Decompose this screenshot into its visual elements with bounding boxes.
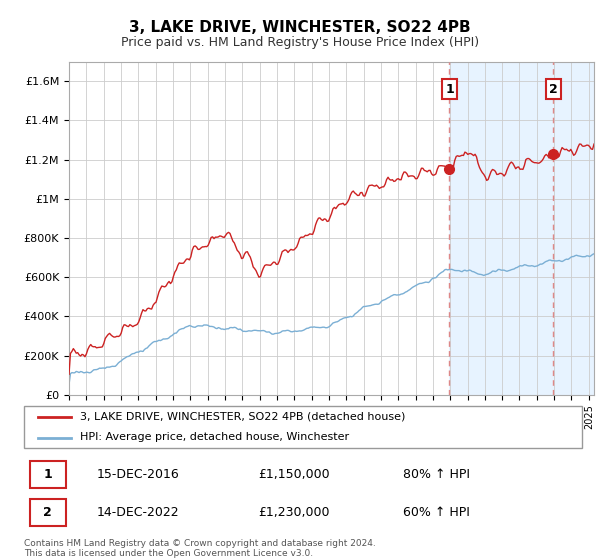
Text: 3, LAKE DRIVE, WINCHESTER, SO22 4PB (detached house): 3, LAKE DRIVE, WINCHESTER, SO22 4PB (det… [80,412,405,422]
Text: 80% ↑ HPI: 80% ↑ HPI [403,468,470,481]
Bar [449,62,594,395]
Text: 14-DEC-2022: 14-DEC-2022 [97,506,179,519]
FancyBboxPatch shape [24,406,582,448]
FancyBboxPatch shape [29,461,66,488]
Text: 2: 2 [549,82,558,96]
Text: Price paid vs. HM Land Registry's House Price Index (HPI): Price paid vs. HM Land Registry's House … [121,36,479,49]
Text: £1,150,000: £1,150,000 [259,468,330,481]
Text: £1,230,000: £1,230,000 [259,506,330,519]
Text: HPI: Average price, detached house, Winchester: HPI: Average price, detached house, Winc… [80,432,349,442]
Text: Contains HM Land Registry data © Crown copyright and database right 2024.
This d: Contains HM Land Registry data © Crown c… [24,539,376,558]
FancyBboxPatch shape [29,499,66,526]
Text: 3, LAKE DRIVE, WINCHESTER, SO22 4PB: 3, LAKE DRIVE, WINCHESTER, SO22 4PB [129,20,471,35]
Text: 60% ↑ HPI: 60% ↑ HPI [403,506,470,519]
Text: 1: 1 [43,468,52,481]
Text: 15-DEC-2016: 15-DEC-2016 [97,468,179,481]
Text: 2: 2 [43,506,52,519]
Text: 1: 1 [445,82,454,96]
